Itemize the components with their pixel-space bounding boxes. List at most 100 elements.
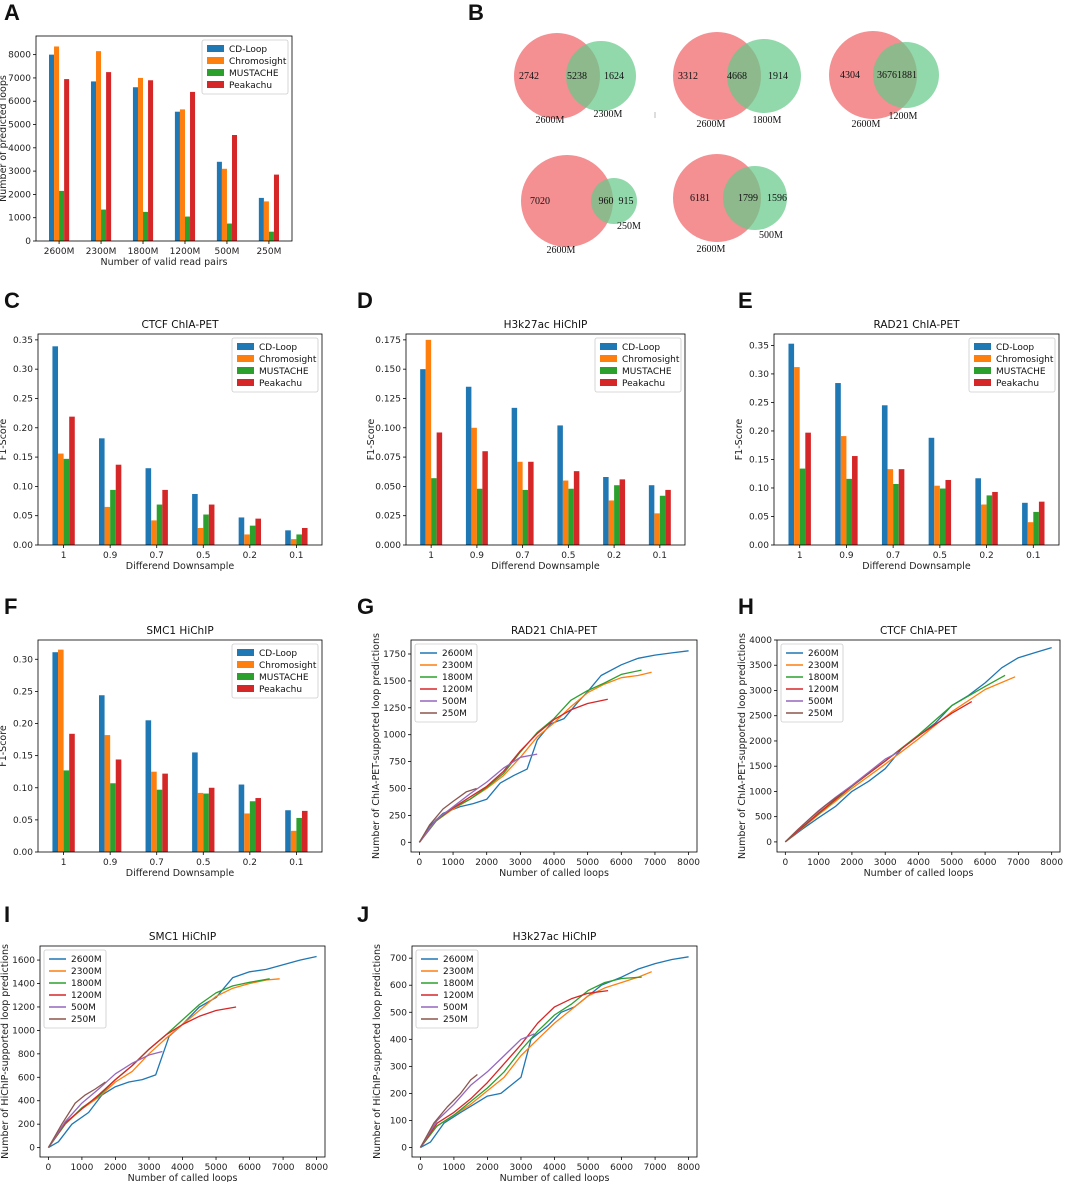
panel-a-bar (64, 79, 70, 241)
panel-f-bar (145, 720, 152, 852)
panel-i-legend-box (43, 949, 107, 1029)
panel-f-bar-chart: 0.00 0.05 0.10 0.15 0.20 0.25 0.30 1 0.9 0.7 0.5 0.… (0, 625, 323, 879)
venn-diagram: 4304 3676 1881 2600M 1200M (829, 31, 939, 130)
panel-g-y-tick-label: 1250 (383, 704, 406, 714)
panel-g-legend-entry: 250M (442, 709, 467, 719)
panel-f-bar (255, 798, 262, 852)
panel-d-title: H3k27ac HiChIP (504, 319, 588, 331)
panel-f-bar (156, 789, 163, 852)
panel-h-x-tick-label: 7000 (1007, 858, 1030, 868)
panel-letter-a: A (4, 0, 20, 25)
panel-f-legend-entry: MUSTACHE (259, 673, 309, 683)
panel-e-bar-chart: 0.00 0.05 0.10 0.15 0.20 0.25 0.30 0.35 1 0.9 0.7 0… (734, 319, 1060, 572)
panel-h-line-chart: 0 500 1000 1500 2000 2500 3000 3500 4000 0 1000 200… (737, 625, 1063, 879)
panel-f-axes-frame (37, 639, 323, 853)
panel-i-series-line (47, 1081, 106, 1148)
panel-i-title: SMC1 HiChIP (149, 931, 216, 943)
panel-e-bar (934, 485, 940, 545)
panel-g-x-tick-label: 7000 (643, 858, 666, 868)
panel-f-bar (249, 801, 256, 852)
panel-j-title: H3k27ac HiChIP (513, 931, 597, 943)
panel-d-bar (562, 480, 569, 545)
panel-i-legend-entry: 1800M (71, 979, 102, 989)
panel-f-bar (296, 817, 302, 852)
panel-g-x-tick-label: 8000 (677, 858, 700, 868)
panel-a-y-tick-label: 8000 (8, 51, 31, 61)
panel-f-bar (52, 652, 59, 852)
panel-i-y-tick-label: 1200 (12, 1003, 35, 1013)
panel-h-x-tick-label: 0 (782, 858, 788, 868)
panel-c-bar (249, 525, 256, 545)
panel-j-series-line (419, 976, 642, 1148)
panel-g-y-axis-label: Number of ChIA-PET-supported loop predic… (371, 633, 382, 859)
panel-c-bar (290, 539, 297, 545)
panel-h-series-line (784, 676, 1016, 843)
venn-right-count: 1624 (604, 71, 624, 82)
panel-c-bar (110, 489, 116, 545)
panel-f-bar (290, 830, 297, 852)
panel-e-title: RAD21 ChIA-PET (873, 319, 960, 331)
panel-i-legend-entry: 2300M (71, 967, 102, 977)
panel-a-bar (184, 216, 191, 241)
panel-a-y-tick-label: 3000 (8, 167, 31, 177)
panel-c-y-tick-label: 0.35 (13, 336, 33, 346)
panel-j-x-tick-label: 8000 (677, 1163, 700, 1173)
panel-a-bar (96, 51, 102, 241)
panel-e-bar (794, 367, 800, 545)
panel-e-bar (939, 488, 946, 545)
panel-c-bar (162, 489, 168, 545)
panel-d-x-tick-label: 0.5 (561, 551, 575, 561)
panel-i-x-tick-label: 6000 (238, 1163, 261, 1173)
venn-right-label: 1200M (889, 111, 918, 122)
panel-e-bar (887, 469, 894, 545)
venn-right-circle (727, 39, 801, 113)
panel-e-x-tick-label: 0.7 (886, 551, 900, 561)
panel-f-x-axis-label: Differend Downsample (126, 868, 235, 879)
panel-d-legend-entry: CD-Loop (622, 343, 660, 353)
panel-i-x-axis-label: Number of called loops (128, 1173, 238, 1182)
venn-left-label: 2600M (547, 245, 576, 256)
panel-a-legend-swatch (207, 57, 224, 64)
panel-h-y-tick-label: 3000 (749, 686, 772, 696)
panel-d-bar (511, 407, 518, 545)
panel-j-y-axis-label: Number of HiChIP-supported loop predicti… (372, 944, 383, 1159)
panel-j-legend-entry: 500M (443, 1003, 468, 1013)
panel-c-bar (145, 468, 152, 545)
panel-h-x-tick-label: 4000 (907, 858, 930, 868)
panel-c-bar (203, 514, 209, 545)
panel-f-legend-entry: CD-Loop (259, 649, 297, 659)
panel-e-legend-entry: MUSTACHE (996, 367, 1046, 377)
panel-c-x-tick-label: 1 (61, 551, 67, 561)
panel-c-y-tick-label: 0.00 (13, 541, 33, 551)
panel-f-x-tick-label: 0.7 (150, 858, 164, 868)
panel-f-bar (58, 649, 64, 852)
panel-h-y-tick-label: 3500 (749, 661, 772, 671)
panel-c-bar (104, 506, 111, 545)
panel-j-legend-entry: 1200M (443, 991, 474, 1001)
panel-i-y-tick-label: 600 (18, 1073, 35, 1083)
panel-c-bar (285, 530, 291, 545)
venn-left-count: 2742 (519, 71, 539, 82)
panel-e-bar (1022, 502, 1028, 545)
panel-f-legend-swatch (237, 685, 254, 692)
panel-h-x-tick-label: 5000 (940, 858, 963, 868)
panel-g-line-chart: 0 250 500 750 1000 1250 1500 1750 0 1000 2000 3000 4… (371, 625, 700, 879)
panel-j-y-tick-label: 200 (390, 1089, 407, 1099)
panel-f-legend-box (231, 643, 319, 699)
panel-d-legend-swatch (600, 355, 617, 362)
panel-h-legend-entry: 500M (808, 697, 833, 707)
panel-h-x-tick-label: 6000 (974, 858, 997, 868)
panel-c-bar (69, 416, 75, 545)
panel-h-legend-box (780, 643, 844, 723)
panel-f-bar (151, 771, 157, 852)
panel-e-legend-entry: Chromosight (996, 355, 1054, 365)
panel-i-y-axis-label: Number of HiChIP-supported loop predicti… (0, 944, 11, 1159)
panel-c-legend-entry: Chromosight (259, 355, 317, 365)
panel-e-y-tick-label: 0.15 (749, 455, 769, 465)
panel-f-legend-swatch (237, 673, 254, 680)
panel-f-bar (162, 773, 168, 852)
panel-j-legend-box (415, 949, 479, 1029)
panel-i-x-tick-label: 4000 (171, 1163, 194, 1173)
panel-f-y-tick-label: 0.30 (13, 655, 33, 665)
